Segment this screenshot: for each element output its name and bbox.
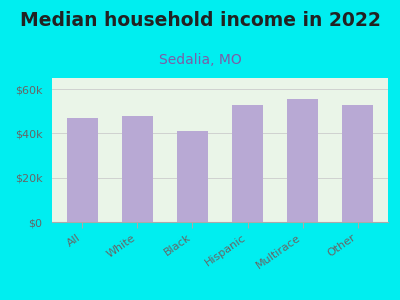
Bar bbox=[177, 131, 208, 222]
Bar bbox=[342, 105, 373, 222]
Text: Sedalia, MO: Sedalia, MO bbox=[159, 53, 241, 67]
Bar bbox=[67, 118, 98, 222]
Text: Median household income in 2022: Median household income in 2022 bbox=[20, 11, 380, 31]
Bar bbox=[288, 99, 318, 222]
Bar bbox=[122, 116, 152, 222]
Bar bbox=[232, 105, 263, 222]
